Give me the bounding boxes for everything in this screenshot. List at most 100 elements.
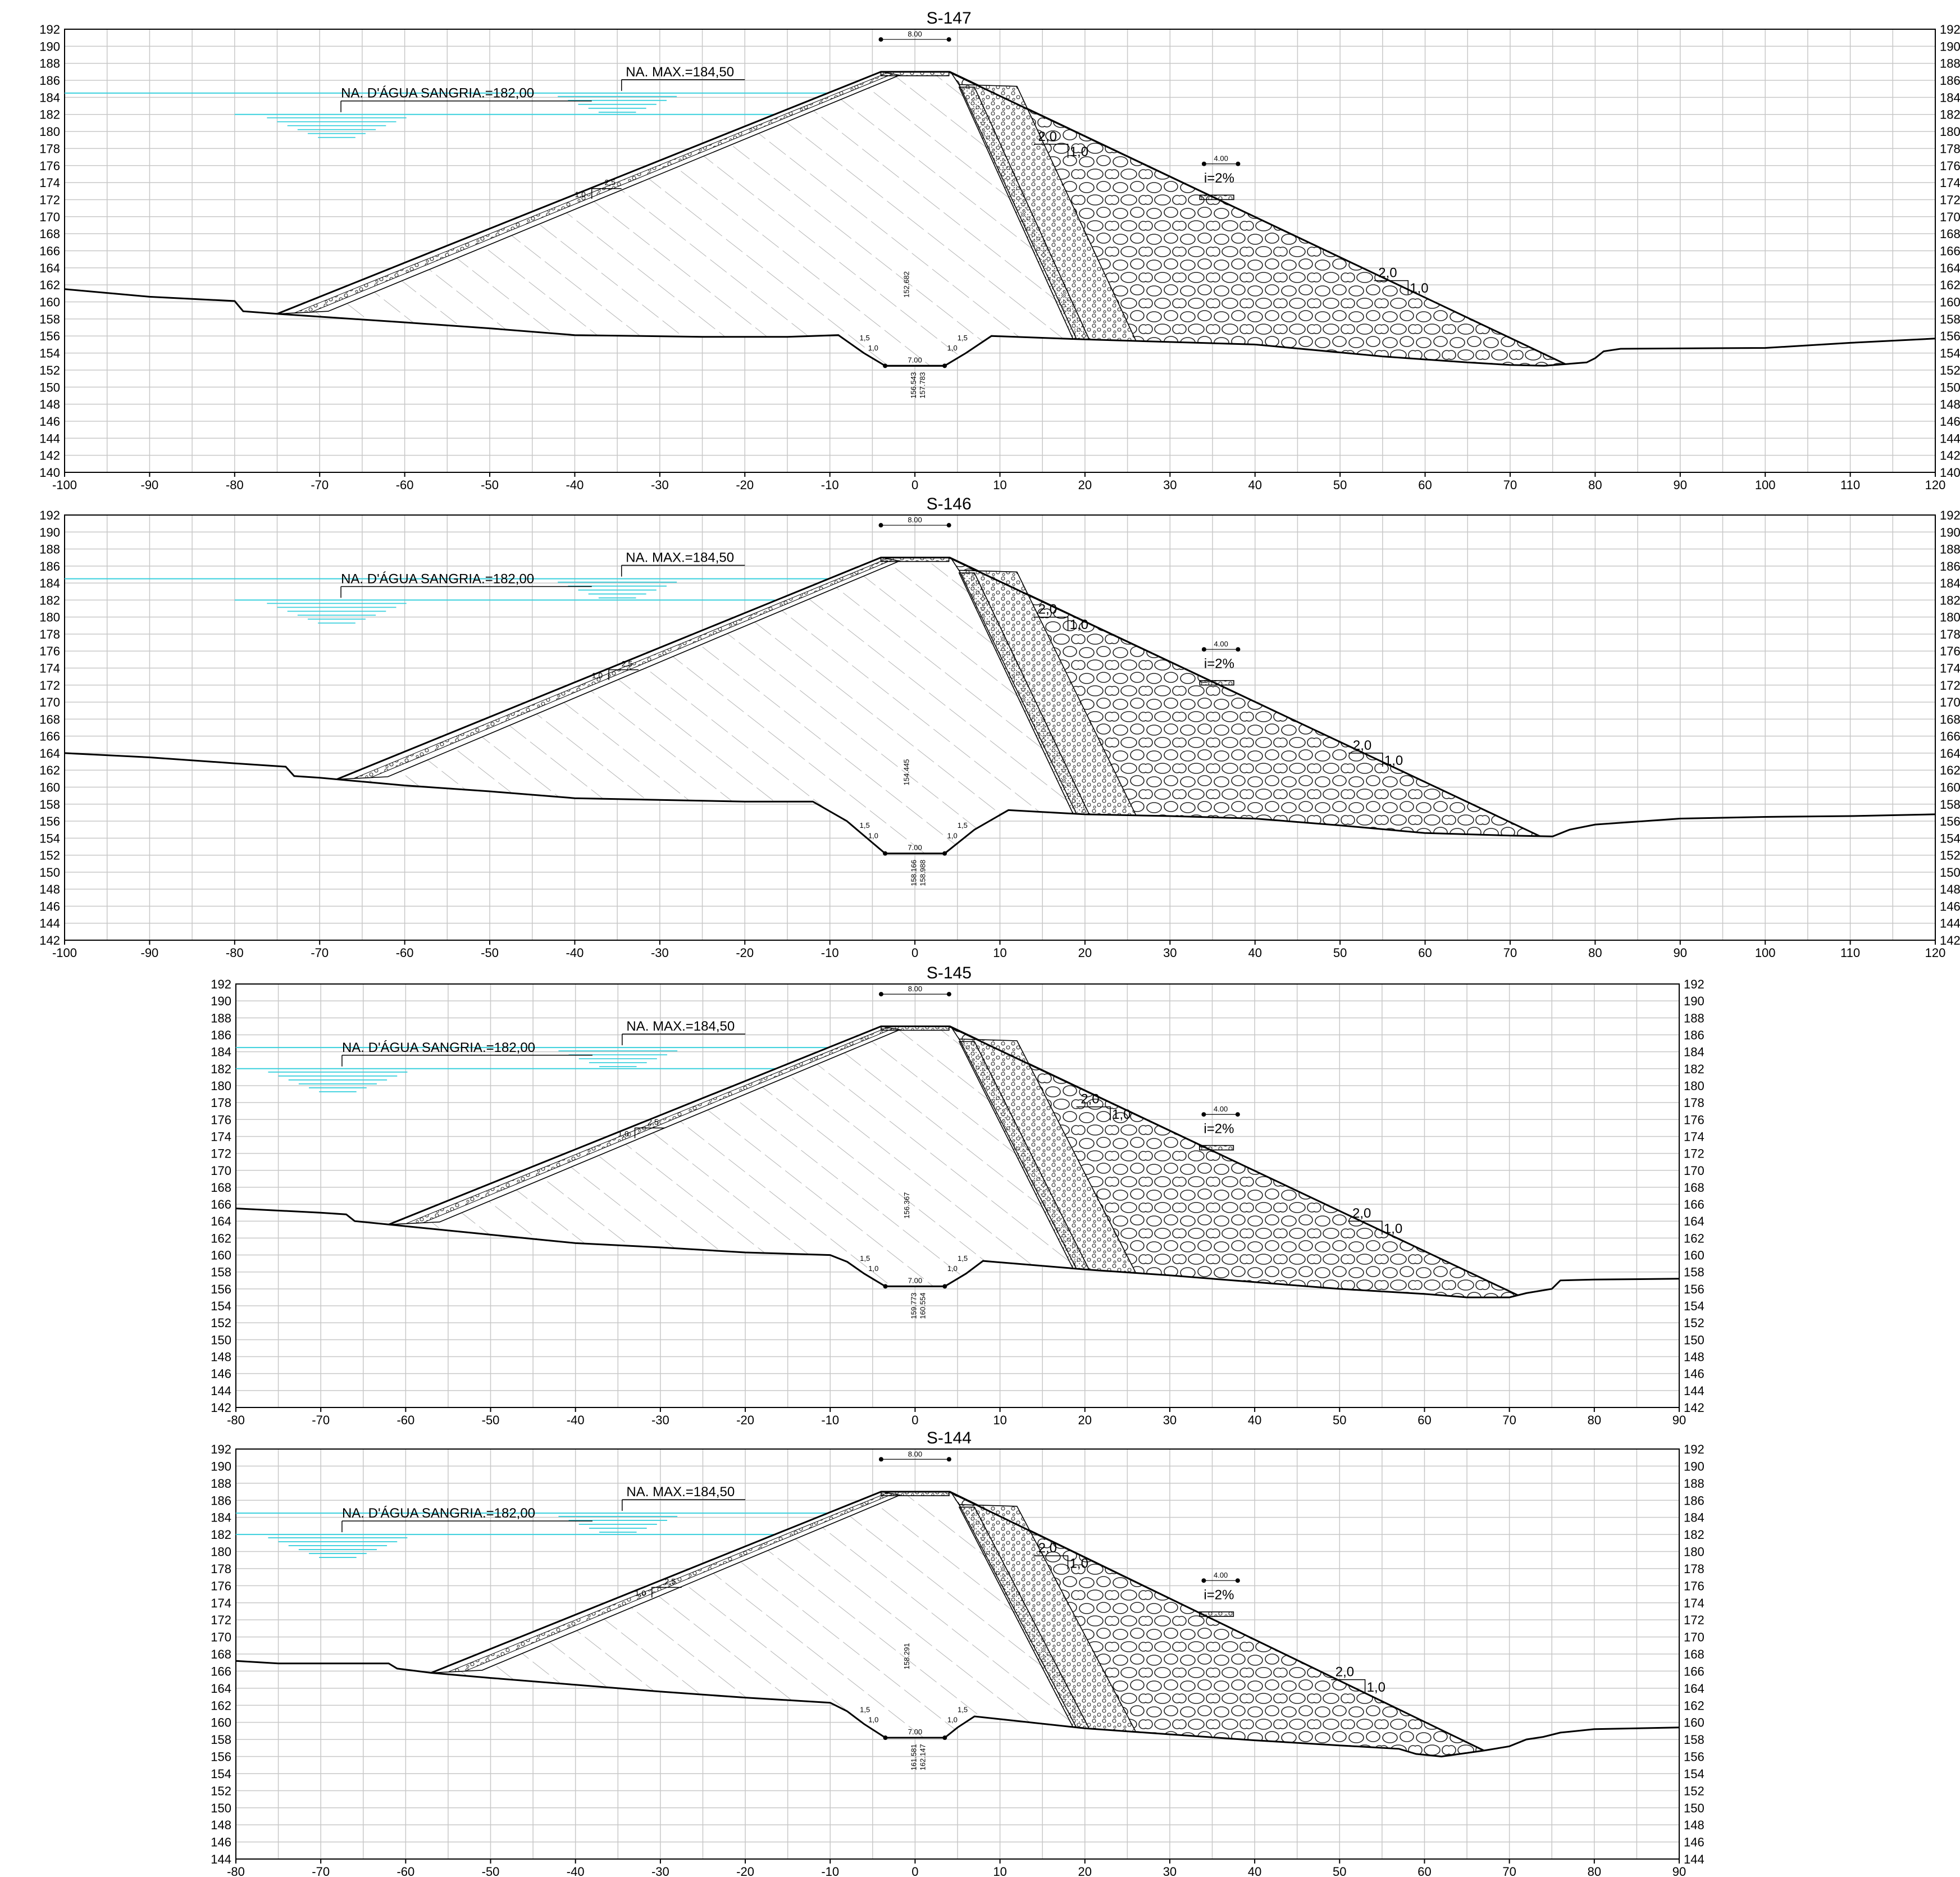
- y-tick-label: 150: [211, 1333, 231, 1347]
- x-tick-label: -30: [651, 478, 669, 492]
- y-tick-label: 176: [39, 644, 60, 658]
- dam-body: 4.00i=2%8.002,01,02,01,02,51,01,51,01,51…: [431, 1450, 1486, 1770]
- label-na-max: NA. MAX.=184,50: [626, 1019, 735, 1034]
- label-na-max: NA. MAX.=184,50: [626, 65, 734, 80]
- y-tick-label: 164: [1684, 1214, 1704, 1228]
- section-title: S-144: [927, 1429, 972, 1447]
- y-tick-label: 172: [1684, 1613, 1704, 1627]
- crest-pavement: [880, 71, 950, 76]
- y-tick-label: 156: [1940, 329, 1960, 343]
- water-levels: NA. MAX.=184,50 NA. D'ÁGUA SANGRIA.=182,0…: [65, 550, 828, 624]
- x-tick-label: -10: [821, 1865, 839, 1877]
- y-tick-label: 168: [39, 712, 60, 726]
- label-slope-2-0: 2,0: [1352, 1206, 1371, 1221]
- y-tick-label: 178: [1940, 627, 1960, 641]
- y-tick-label: 152: [1684, 1316, 1704, 1330]
- label-trench-1-5: 1,5: [958, 334, 968, 342]
- y-tick-label: 150: [39, 865, 60, 880]
- label-crest-width: 8.00: [908, 985, 922, 993]
- dim-tick: [946, 37, 951, 42]
- label-slope-2-0: 2,0: [1378, 266, 1397, 281]
- y-tick-label: 142: [1684, 1401, 1704, 1415]
- y-tick-label: 150: [39, 380, 60, 394]
- y-tick-label: 186: [1684, 1028, 1704, 1042]
- y-tick-label: 172: [1684, 1147, 1704, 1161]
- label-trench-1-0: 1,0: [947, 1716, 958, 1724]
- water-levels: NA. MAX.=184,50 NA. D'ÁGUA SANGRIA.=182,0…: [65, 65, 828, 138]
- y-tick-label: 178: [1684, 1562, 1704, 1576]
- water-levels: NA. MAX.=184,50 NA. D'ÁGUA SANGRIA.=182,0…: [236, 1484, 828, 1558]
- y-tick-label: 156: [211, 1750, 231, 1764]
- label-slope-2-0: 2,0: [1038, 602, 1057, 617]
- x-tick-label: 10: [993, 946, 1006, 960]
- y-tick-label: 176: [1684, 1579, 1704, 1593]
- y-axis-right: 142 144 146 148 150 152 154 156 158 160 162 164 166 1…: [1940, 508, 1960, 947]
- x-tick-label: 100: [1755, 478, 1776, 492]
- x-tick-label: 0: [911, 478, 918, 492]
- y-tick-label: 188: [211, 1011, 231, 1025]
- label-slope-1-0: 1,0: [1384, 753, 1403, 768]
- y-tick-label: 180: [1940, 125, 1960, 139]
- x-tick-label: -40: [567, 1865, 585, 1877]
- y-tick-label: 172: [1940, 678, 1960, 693]
- y-tick-label: 176: [211, 1579, 231, 1593]
- y-tick-label: 168: [1684, 1181, 1704, 1195]
- y-tick-label: 192: [211, 977, 231, 991]
- y-tick-label: 186: [1940, 559, 1960, 573]
- y-tick-label: 192: [39, 22, 60, 37]
- y-tick-label: 186: [1684, 1493, 1704, 1507]
- label-slope-1-0: 1,0: [592, 671, 603, 680]
- y-tick-label: 148: [211, 1818, 231, 1832]
- x-tick-label: 20: [1078, 946, 1092, 960]
- y-tick-label: 164: [1940, 746, 1960, 760]
- label-slope-1-0: 1,0: [1070, 1556, 1088, 1571]
- x-tick-label: -80: [226, 478, 244, 492]
- section-panel-s147: 140 142 144 146 148 150 152 154 156 158 160 162 164 1…: [39, 9, 1960, 492]
- label-slope-1-0: 1,0: [1070, 144, 1088, 160]
- y-tick-label: 150: [211, 1801, 231, 1815]
- label-berm-slope: i=2%: [1204, 1588, 1234, 1603]
- label-berm-width: 4.00: [1214, 1105, 1228, 1113]
- y-tick-label: 184: [211, 1511, 231, 1525]
- label-trench-1-5: 1,5: [958, 821, 968, 830]
- dam-body: 4.00i=2%8.002,01,02,01,02,51,01,51,01,51…: [388, 985, 1520, 1319]
- x-tick-label: 10: [993, 478, 1006, 492]
- x-tick-label: -60: [396, 478, 414, 492]
- x-tick-label: -20: [736, 946, 754, 960]
- x-tick-label: -10: [821, 1413, 839, 1427]
- y-tick-label: 164: [39, 746, 60, 760]
- y-tick-label: 146: [1684, 1367, 1704, 1381]
- y-tick-label: 154: [1940, 831, 1960, 845]
- y-tick-label: 176: [1684, 1113, 1704, 1127]
- section-panel-s145: 142 144 146 148 150 152 154 156 158 160 162 164 166 1…: [211, 964, 1704, 1427]
- label-slope-1-0: 1,0: [1112, 1107, 1131, 1122]
- section-panel-s146: 142 144 146 148 150 152 154 156 158 160 162 164 166 1…: [39, 495, 1960, 960]
- crest-pavement: [881, 1491, 950, 1496]
- x-tick-label: 110: [1840, 478, 1860, 492]
- x-tick-label: 120: [1925, 478, 1946, 492]
- y-tick-label: 160: [211, 1716, 231, 1730]
- y-tick-label: 180: [1684, 1079, 1704, 1093]
- downstream-berm: [1199, 680, 1234, 686]
- x-tick-label: -70: [312, 1413, 330, 1427]
- crest-pavement: [880, 557, 950, 562]
- y-tick-label: 192: [1684, 1442, 1704, 1456]
- y-tick-label: 168: [211, 1647, 231, 1661]
- x-tick-label: 60: [1418, 946, 1432, 960]
- x-tick-label: 90: [1672, 1865, 1686, 1877]
- y-tick-label: 184: [39, 90, 60, 104]
- y-tick-label: 176: [211, 1113, 231, 1127]
- label-na-sangria: NA. D'ÁGUA SANGRIA.=182,00: [342, 1040, 535, 1055]
- y-tick-label: 180: [39, 125, 60, 139]
- y-tick-label: 188: [39, 57, 60, 71]
- slope-triangle: [608, 669, 639, 680]
- crest-pavement: [881, 1026, 950, 1031]
- y-tick-label: 184: [39, 576, 60, 590]
- label-crest-width: 8.00: [908, 30, 922, 38]
- y-tick-label: 176: [39, 159, 60, 173]
- x-tick-label: -40: [566, 478, 584, 492]
- y-tick-label: 184: [1684, 1045, 1704, 1059]
- x-tick-label: -30: [651, 1865, 669, 1877]
- x-axis: -100 -90 -80 -70 -60 -50 -40 -30 -20 -10 0 10 20 30 40…: [52, 472, 1945, 492]
- x-tick-label: -70: [311, 478, 329, 492]
